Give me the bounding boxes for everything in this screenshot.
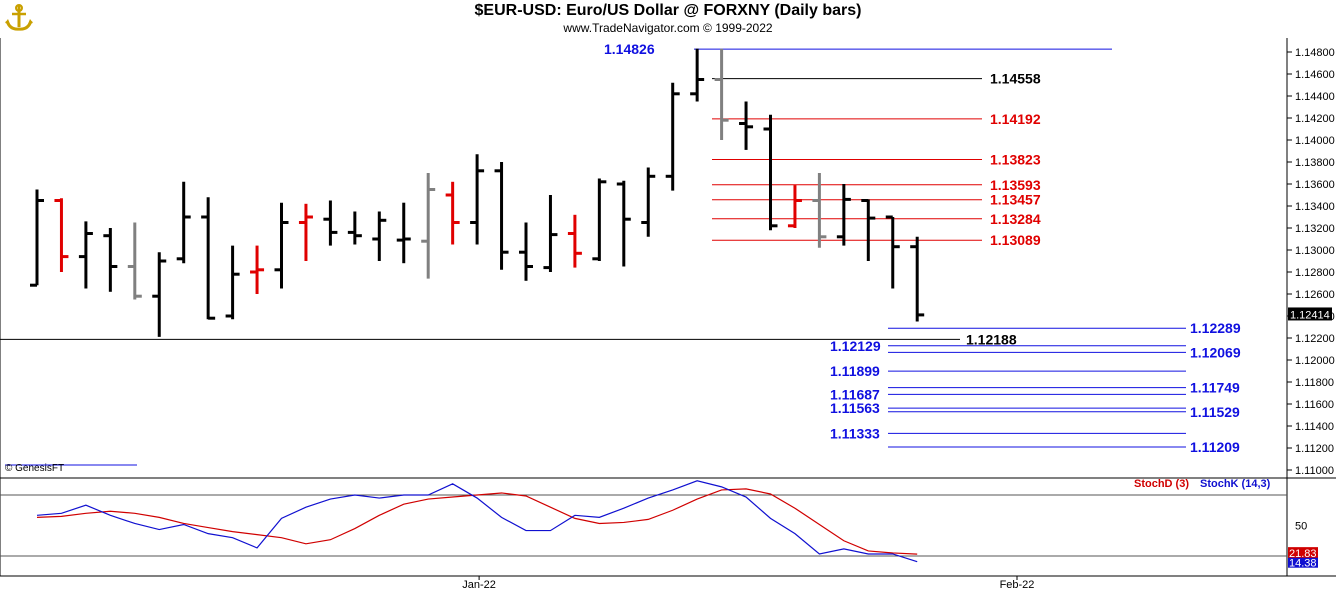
last-price-label: 1.12414	[1290, 309, 1330, 321]
y-tick-label: 1.14800	[1295, 47, 1335, 59]
level-label: 1.14558	[990, 71, 1041, 87]
stochk-last-box	[1288, 557, 1318, 568]
ohlc-bar	[78, 221, 93, 289]
level-label: 1.14192	[990, 111, 1041, 127]
ohlc-bar	[739, 101, 754, 150]
ohlc-bar	[690, 48, 705, 102]
chart-title: $EUR-USD: Euro/US Dollar @ FORXNY (Daily…	[474, 2, 862, 19]
level-label: 1.14826	[604, 41, 655, 57]
y-tick-label: 1.13000	[1295, 245, 1335, 257]
y-tick-label: 1.13400	[1295, 201, 1335, 213]
ohlc-bar	[494, 162, 509, 270]
level-label: 1.12188	[966, 331, 1017, 347]
level-label: 1.11333	[830, 425, 880, 441]
ohlc-bar	[54, 198, 69, 272]
ohlc-bar	[225, 245, 240, 320]
copyright-label: © GenesisFT	[5, 463, 64, 474]
y-tick-label: 1.12800	[1295, 267, 1335, 279]
ohlc-bar	[665, 82, 680, 191]
ohlc-bar	[445, 181, 460, 245]
ohlc-bar	[274, 202, 289, 289]
level-label: 1.11687	[830, 386, 880, 402]
ohlc-bar	[812, 173, 827, 248]
ohlc-bar	[616, 180, 631, 267]
y-tick-label: 1.14600	[1295, 69, 1335, 81]
y-tick-label: 1.11400	[1295, 421, 1334, 433]
ohlc-bar	[201, 197, 216, 320]
chart-header: $EUR-USD: Euro/US Dollar @ FORXNY (Daily…	[0, 0, 1336, 37]
ohlc-bar	[127, 222, 142, 300]
ohlc-bar	[298, 203, 313, 261]
ohlc-bar	[176, 181, 191, 264]
y-tick-label: 1.11800	[1295, 377, 1334, 389]
ohlc-bar	[103, 228, 118, 292]
chart-subtitle: www.TradeNavigator.com © 1999-2022	[563, 21, 773, 35]
ohlc-bar	[372, 211, 387, 261]
level-label: 1.11749	[1190, 380, 1240, 396]
ohlc-bar	[567, 214, 582, 268]
y-tick-label: 1.11600	[1295, 399, 1334, 411]
level-label: 1.11899	[830, 363, 880, 379]
gold-anchor-icon	[5, 4, 33, 31]
level-label: 1.12069	[1190, 344, 1241, 360]
ohlc-bar	[30, 189, 44, 287]
ohlc-bar	[910, 236, 925, 322]
level-label: 1.12129	[830, 338, 881, 354]
legend-stochk: StochK (14,3)	[1200, 478, 1271, 490]
ohlc-bar	[787, 185, 802, 228]
stoch-line-d	[36, 488, 918, 555]
ohlc-bar	[861, 199, 876, 261]
y-tick-label: 1.12000	[1295, 355, 1335, 367]
stoch-y-tick-label: 50	[1295, 521, 1307, 533]
ohlc-bar	[836, 184, 851, 246]
stochd-last-label: 21.83	[1289, 548, 1317, 560]
level-label: 1.13823	[990, 151, 1041, 167]
y-tick-label: 1.13800	[1295, 157, 1335, 169]
y-tick-label: 1.11200	[1295, 443, 1334, 455]
ohlc-bar	[152, 252, 167, 337]
ohlc-bar	[714, 48, 729, 140]
ohlc-bar	[592, 178, 607, 261]
ohlc-bar	[519, 222, 533, 281]
ohlc-bar	[543, 195, 558, 272]
y-tick-label: 1.11000	[1295, 465, 1334, 477]
level-label: 1.11209	[1190, 439, 1240, 455]
y-tick-label: 1.13600	[1295, 179, 1335, 191]
ohlc-bar	[250, 245, 265, 294]
ohlc-bar	[885, 215, 900, 289]
ohlc-bar	[641, 167, 656, 237]
level-label: 1.11529	[1190, 404, 1240, 420]
legend-stochd: StochD (3)	[1134, 478, 1189, 490]
y-tick-label: 1.14200	[1295, 113, 1335, 125]
stochk-last-label: 14.38	[1289, 558, 1317, 570]
level-label: 1.13457	[990, 192, 1041, 208]
level-label: 1.13593	[990, 177, 1041, 193]
y-tick-label: 1.12200	[1295, 333, 1335, 345]
x-tick-label: Feb-22	[1000, 579, 1035, 591]
level-label: 1.12289	[1190, 320, 1241, 336]
ohlc-bar	[763, 114, 778, 231]
ohlc-bar	[347, 211, 362, 245]
level-label: 1.13089	[990, 232, 1041, 248]
stochd-last-box	[1288, 547, 1318, 559]
y-tick-label: 1.13200	[1295, 223, 1335, 235]
y-tick-label: 1.14000	[1295, 135, 1335, 147]
ohlc-bar	[421, 173, 436, 279]
ohlc-bar	[396, 202, 411, 264]
stoch-line-k	[36, 480, 918, 563]
ohlc-bar	[323, 200, 338, 246]
y-tick-label: 1.14400	[1295, 91, 1335, 103]
level-label: 1.11563	[830, 400, 880, 416]
y-tick-label: 1.12600	[1295, 289, 1335, 301]
ohlc-bar	[470, 154, 485, 245]
level-label: 1.13284	[990, 211, 1041, 227]
x-tick-label: Jan-22	[462, 579, 496, 591]
last-price-box	[1288, 307, 1332, 321]
